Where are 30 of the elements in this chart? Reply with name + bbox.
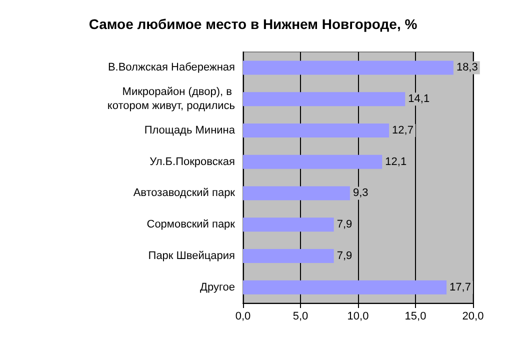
data-label: 9,3 bbox=[352, 187, 368, 200]
x-tick-label: 15,0 bbox=[404, 310, 426, 322]
bar bbox=[243, 154, 382, 169]
bar bbox=[243, 218, 334, 232]
y-tick-label: Сормовский парк bbox=[146, 218, 236, 231]
y-tick-label: Парк Швейцария bbox=[148, 250, 236, 262]
data-label: 12,7 bbox=[392, 124, 414, 136]
y-tick-label: Площадь Минина bbox=[144, 124, 236, 136]
data-label: 17,7 bbox=[450, 281, 471, 294]
chart-title: Самое любимое место в Нижнем Новгороде, % bbox=[88, 16, 418, 32]
x-tick-label: 20,0 bbox=[462, 310, 484, 322]
data-label: 18,3 bbox=[456, 62, 478, 74]
data-label: 12,1 bbox=[385, 156, 407, 168]
y-tick-label: Автозаводский парк bbox=[133, 187, 236, 200]
bar bbox=[243, 123, 390, 138]
y-tick-label: Микрорайон (двор), в котором живут, родились bbox=[107, 86, 236, 112]
bar bbox=[243, 248, 334, 263]
bar bbox=[243, 186, 350, 200]
data-label: 14,1 bbox=[408, 93, 430, 106]
x-tick-label: 5,0 bbox=[292, 310, 308, 322]
data-label: 7,9 bbox=[336, 250, 352, 262]
x-tick-label: 10,0 bbox=[347, 310, 369, 322]
y-tick-label: В.Волжская Набережная bbox=[108, 62, 236, 74]
x-tick-label: 0,0 bbox=[235, 310, 251, 322]
bar bbox=[243, 60, 454, 75]
bar bbox=[243, 92, 406, 106]
data-label: 7,9 bbox=[336, 218, 352, 231]
bar bbox=[243, 280, 447, 294]
y-tick-label: Ул.Б.Покровская bbox=[150, 156, 236, 168]
y-tick-label: Другое bbox=[200, 281, 235, 294]
